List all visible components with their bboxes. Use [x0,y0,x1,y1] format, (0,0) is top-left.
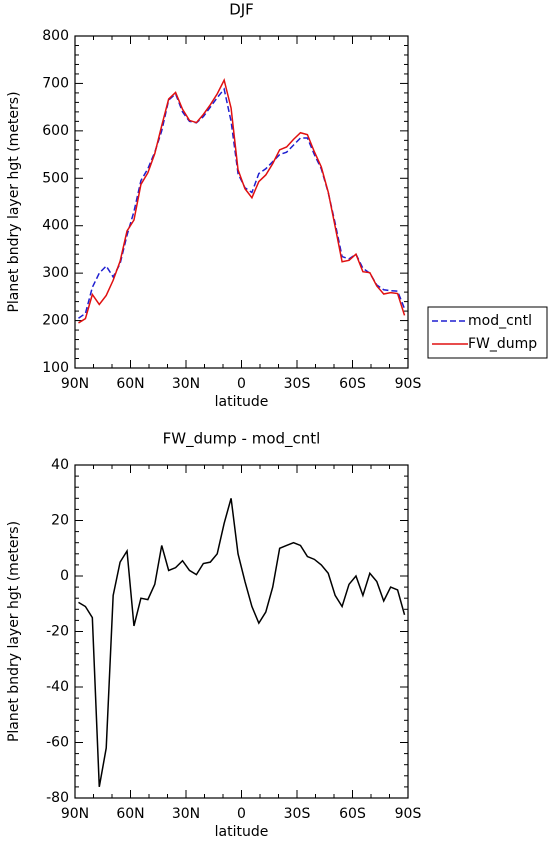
x-tick-label: 60S [339,376,366,392]
y-tick-label: 500 [42,170,69,186]
y-tick-label: -80 [46,790,69,806]
y-tick-label: 40 [51,457,69,473]
chart-title: DJF [229,1,254,19]
y-tick-label: -60 [46,735,69,751]
y-tick-label: -40 [46,679,69,695]
y-tick-label: 400 [42,218,69,234]
x-tick-label: 30S [284,806,311,822]
x-tick-label: 60S [339,806,366,822]
x-tick-label: 60N [116,376,144,392]
plot-frame [74,35,409,369]
x-tick-label: 90S [395,806,422,822]
x-tick-label: 0 [237,376,246,392]
y-tick-label: 0 [60,568,69,584]
y-tick-label: 800 [42,28,69,44]
y-axis-label: Planet bndry layer hgt (meters) [6,521,22,742]
x-tick-label: 30N [172,376,200,392]
x-tick-label: 30N [172,806,200,822]
x-axis-label: latitude [215,394,269,410]
y-tick-label: 700 [42,75,69,91]
x-tick-label: 90N [61,806,89,822]
x-tick-label: 0 [237,806,246,822]
data-line [78,77,406,324]
y-tick-label: 100 [42,360,69,376]
y-tick-label: -20 [46,624,69,640]
data-line [78,498,406,788]
y-tick-label: 20 [51,513,69,529]
x-axis-label: latitude [215,824,269,840]
x-tick-label: 30S [284,376,311,392]
y-tick-label: 600 [42,123,69,139]
y-tick-label: 300 [42,265,69,281]
x-tick-label: 90S [395,376,422,392]
legend-label: mod_cntl [468,313,532,329]
data-line [78,87,406,319]
x-tick-label: 90N [61,376,89,392]
x-tick-label: 60N [116,806,144,822]
y-tick-label: 200 [42,313,69,329]
chart-title: FW_dump - mod_cntl [163,430,321,449]
plot-frame [74,464,409,799]
legend-box [427,306,548,359]
y-axis-label: Planet bndry layer hgt (meters) [6,91,22,312]
legend-label: FW_dump [468,336,537,352]
